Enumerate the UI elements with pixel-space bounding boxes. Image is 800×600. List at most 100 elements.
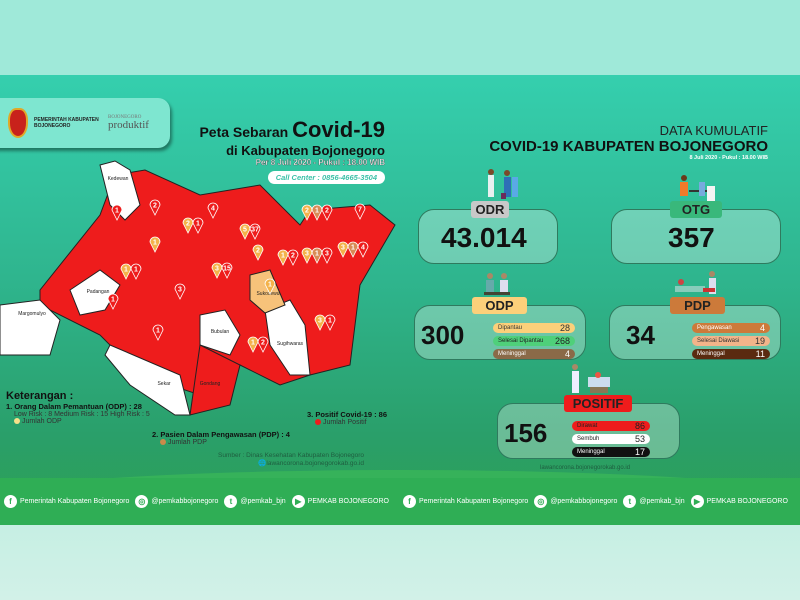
otg-label: OTG bbox=[670, 201, 722, 218]
region-label: Kedewan bbox=[108, 176, 129, 182]
map-pin-pos: 15 bbox=[221, 262, 233, 279]
positif-row-meninggal: Meninggal 17 bbox=[572, 447, 650, 457]
pdp-dot-icon bbox=[160, 439, 166, 446]
region-label: Gondang bbox=[200, 381, 221, 387]
pdp-card: PDP 34 Pengawasan 4 Selesai Diawasi 19 Men… bbox=[609, 297, 781, 360]
positif-label: POSITIF bbox=[564, 395, 632, 412]
svg-text:1: 1 bbox=[156, 328, 160, 335]
instagram-icon: ◎ bbox=[534, 495, 548, 508]
svg-text:7: 7 bbox=[358, 207, 362, 214]
footer-link-text: @pemkabbojonegoro bbox=[550, 498, 618, 505]
stats-url: lawancorona.bojonegorokab.go.id bbox=[540, 465, 631, 471]
pdp-row-pengawasan: Pengawasan 4 bbox=[692, 323, 770, 333]
footer-social-bar: f Pemerintah Kabupaten Bojonegoro ◎ @pemkab… bbox=[0, 478, 800, 525]
region-kedewan bbox=[99, 160, 141, 221]
svg-text:2: 2 bbox=[325, 208, 329, 215]
region-label: Sukosewu bbox=[256, 291, 279, 297]
svg-text:1: 1 bbox=[315, 208, 319, 215]
positif-card: POSITIF 156 Dirawat 86 Sembuh 53 Meninggal… bbox=[497, 395, 680, 459]
svg-text:4: 4 bbox=[361, 245, 365, 252]
youtube-icon: ▶ bbox=[291, 495, 305, 508]
region-label: Sekar bbox=[157, 381, 170, 387]
map-pin-pos: 4 bbox=[207, 202, 219, 219]
positif-row-dirawat: Dirawat 86 bbox=[572, 421, 650, 431]
map-pin-pos: 2 bbox=[149, 199, 161, 216]
legend-positive: 3. Positif Covid-19 : 86 Jumlah Positif bbox=[307, 410, 388, 426]
odr-illustration bbox=[488, 169, 518, 199]
regency-crest-logo bbox=[8, 108, 28, 138]
region-sekar bbox=[104, 344, 191, 416]
svg-text:2: 2 bbox=[291, 253, 295, 260]
footer-link-instagram[interactable]: ◎ @pemkabbojonegoro bbox=[135, 495, 218, 508]
footer-link-twitter[interactable]: t @pemkab_bjn bbox=[224, 495, 286, 508]
youtube-icon: ▶ bbox=[690, 495, 704, 508]
positif-row-sembuh: Sembuh 53 bbox=[572, 434, 650, 444]
map-pin-pos: 2 bbox=[321, 204, 333, 221]
otg-illustration bbox=[680, 175, 715, 206]
footer-link-twitter[interactable]: t @pemkab_bjn bbox=[623, 495, 685, 508]
svg-text:1: 1 bbox=[328, 318, 332, 325]
footer-link-text: @pemkab_bjn bbox=[240, 498, 286, 505]
positif-value: 156 bbox=[504, 418, 548, 448]
map-pin-pos: 1 bbox=[192, 217, 204, 234]
footer-link-text: PEMKAB BOJONEGORO bbox=[307, 498, 389, 505]
svg-text:2: 2 bbox=[261, 340, 265, 347]
infographic: f Pemerintah Kabupaten Bojonegoro ◎ @pemkab… bbox=[0, 75, 800, 525]
svg-text:3: 3 bbox=[341, 245, 345, 252]
svg-text:3: 3 bbox=[318, 318, 322, 325]
otg-card: OTG 357 bbox=[611, 201, 781, 264]
svg-text:1: 1 bbox=[196, 221, 200, 228]
svg-text:2: 2 bbox=[186, 221, 190, 228]
odp-row-dipantau: Dipantau 28 bbox=[493, 323, 575, 333]
map-pin-pos: 1 bbox=[152, 324, 164, 341]
svg-text:3: 3 bbox=[325, 251, 329, 258]
map-pin-pos: 1 bbox=[107, 293, 119, 310]
instagram-icon: ◎ bbox=[135, 495, 149, 508]
footer-link-youtube[interactable]: ▶ PEMKAB BOJONEGORO bbox=[690, 495, 788, 508]
odp-card: ODP 300 Dipantau 28 Selesai Dipantau 268 M… bbox=[414, 297, 586, 360]
svg-text:3: 3 bbox=[178, 287, 182, 294]
svg-text:2: 2 bbox=[305, 208, 309, 215]
legend-pdp: 2. Pasien Dalam Pengawasan (PDP) : 4 Jum… bbox=[152, 430, 290, 446]
footer-link-facebook[interactable]: f Pemerintah Kabupaten Bojonegoro bbox=[4, 495, 129, 508]
map-pin-pos: 1 bbox=[111, 204, 123, 221]
district-map: Kedewan Padangan Margomulyo Bubulan Sekar Sug… bbox=[0, 160, 396, 416]
map-pin-odp: 1 bbox=[149, 236, 161, 253]
svg-text:1: 1 bbox=[281, 253, 285, 260]
map-pin-pos: 1 bbox=[130, 263, 142, 280]
odr-card: ODR 43.014 bbox=[418, 201, 558, 264]
map-pin-pos: 4 bbox=[357, 241, 369, 258]
odp-row-selesai: Selesai Dipantau 268 bbox=[493, 336, 575, 346]
svg-text:1: 1 bbox=[124, 267, 128, 274]
map-pin-pos: 7 bbox=[354, 203, 366, 220]
odp-row-meninggal: Meninggal 4 bbox=[493, 349, 575, 359]
region-sukosewu bbox=[249, 269, 286, 314]
footer-link-text: PEMKAB BOJONEGORO bbox=[706, 498, 788, 505]
otg-value: 357 bbox=[668, 222, 715, 253]
brand-logo: BOJONEGORO produktif bbox=[108, 115, 149, 131]
footer-link-youtube[interactable]: ▶ PEMKAB BOJONEGORO bbox=[291, 495, 389, 508]
positif-illustration bbox=[572, 364, 610, 393]
svg-text:1: 1 bbox=[268, 282, 272, 289]
map-title: Peta Sebaran Covid-19 di Kabupaten Bojon… bbox=[199, 117, 385, 184]
region-bubulan bbox=[199, 309, 241, 356]
footer-link-instagram[interactable]: ◎ @pemkabbojonegoro bbox=[534, 495, 617, 508]
map-pin-odp: 2 bbox=[252, 244, 264, 261]
gov-name: PEMERINTAH KABUPATEN BOJONEGORO bbox=[34, 117, 99, 129]
legend: Keterangan : 1. Orang Dalam Pemantuan (O… bbox=[6, 390, 150, 425]
footer-link-text: @pemkab_bjn bbox=[639, 498, 685, 505]
odp-label: ODP bbox=[472, 297, 527, 314]
globe-icon: 🌐 bbox=[258, 460, 267, 467]
pdp-illustration bbox=[675, 271, 716, 294]
facebook-icon: f bbox=[4, 495, 17, 508]
region-gondang bbox=[189, 344, 241, 416]
logo-banner: PEMERINTAH KABUPATEN BOJONEGORO BOJONEGO… bbox=[0, 98, 170, 148]
map-pin-odp: 1 bbox=[264, 278, 276, 295]
footer-link-text: Pemerintah Kabupaten Bojonegoro bbox=[20, 498, 130, 505]
pdp-label: PDP bbox=[670, 297, 725, 314]
svg-text:3: 3 bbox=[215, 266, 219, 273]
map-pin-pos: 37 bbox=[249, 223, 261, 240]
footer-link-facebook[interactable]: f Pemerintah Kabupaten Bojonegoro bbox=[402, 495, 528, 508]
svg-text:37: 37 bbox=[251, 227, 259, 234]
pdp-row-meninggal: Meninggal 11 bbox=[692, 349, 770, 359]
